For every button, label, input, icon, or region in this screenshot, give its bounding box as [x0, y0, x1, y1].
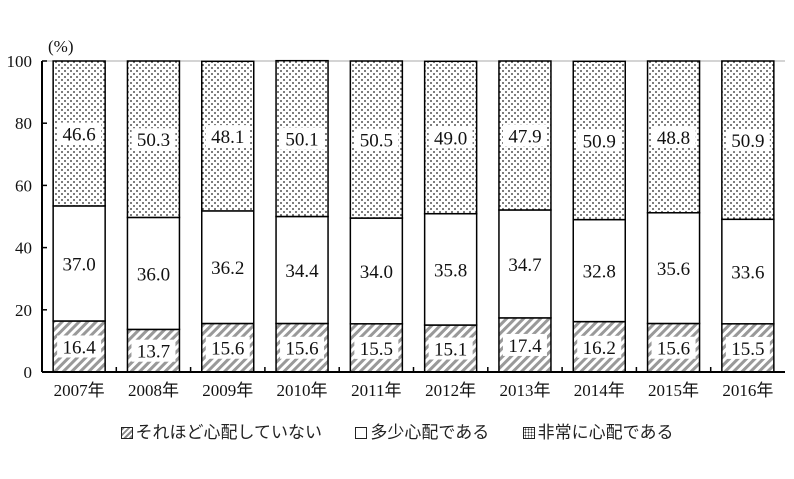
data-label: 48.8	[657, 128, 690, 149]
data-label-bg	[428, 126, 473, 149]
legend: それほど心配していない 多少心配である 非常に心配である	[0, 418, 794, 443]
data-label: 35.8	[434, 260, 467, 281]
data-label: 47.9	[508, 126, 541, 147]
x-tick-label: 2012年	[425, 381, 476, 400]
data-label-bg	[280, 258, 325, 281]
y-tick-label: 60	[15, 176, 32, 195]
data-label-bg	[577, 129, 622, 152]
data-label: 16.4	[63, 337, 97, 358]
data-label-bg	[725, 129, 770, 152]
data-label-bg	[502, 333, 547, 356]
data-label: 15.5	[360, 339, 393, 360]
y-axis-unit-label: (%)	[48, 37, 73, 56]
data-label: 15.6	[657, 339, 690, 360]
hatch-swatch-icon	[120, 427, 133, 439]
data-label: 15.5	[731, 339, 764, 360]
data-label-bg	[651, 336, 696, 359]
data-label-bg	[354, 336, 399, 359]
data-label-bg	[577, 335, 622, 358]
data-label-bg	[131, 339, 176, 362]
legend-item-somewhat-worried: 多少心配である	[355, 423, 489, 443]
data-label: 17.4	[508, 336, 542, 357]
white-swatch-icon	[355, 427, 368, 439]
data-label: 37.0	[63, 254, 96, 275]
data-label-bg	[428, 337, 473, 360]
data-label-bg	[577, 259, 622, 282]
data-label-bg	[205, 256, 250, 279]
data-label-bg	[725, 260, 770, 283]
data-label-bg	[502, 252, 547, 275]
data-label: 32.8	[583, 262, 616, 283]
data-label: 50.9	[731, 131, 764, 152]
x-tick-label: 2014年	[574, 381, 625, 400]
data-label: 50.9	[583, 131, 616, 152]
data-label-bg	[131, 128, 176, 151]
data-label-bg	[280, 127, 325, 150]
data-label: 49.0	[434, 129, 467, 150]
data-label: 34.7	[508, 255, 541, 276]
x-tick-label: 2008年	[128, 381, 179, 400]
y-tick-label: 100	[7, 52, 33, 71]
data-label-bg	[354, 259, 399, 282]
data-label: 46.6	[63, 124, 96, 145]
x-tick-label: 2016年	[722, 381, 773, 400]
x-tick-label: 2010年	[277, 381, 328, 400]
y-tick-label: 20	[15, 301, 32, 320]
data-label-bg	[57, 252, 102, 275]
data-label: 15.6	[211, 339, 244, 360]
data-label: 50.1	[285, 130, 318, 151]
legend-item-not-worried: それほど心配していない	[120, 423, 322, 443]
x-tick-label: 2013年	[499, 381, 550, 400]
data-label: 33.6	[731, 263, 764, 284]
data-label: 16.2	[583, 338, 616, 359]
y-tick-label: 40	[15, 239, 32, 258]
x-tick-label: 2009年	[202, 381, 253, 400]
x-tick-label: 2007年	[54, 381, 105, 400]
data-label-bg	[205, 336, 250, 359]
y-tick-label: 80	[15, 114, 32, 133]
data-label: 36.2	[211, 258, 244, 279]
legend-item-very-worried: 非常に心配である	[522, 423, 674, 443]
x-tick-label: 2011年	[351, 381, 401, 400]
stacked-bar-chart: (%) 0 20 40 60 80 100 16.4 37.0 46.6 2007年 13.7 36.0…	[7, 37, 785, 400]
data-label-bg	[354, 128, 399, 151]
data-label-bg	[205, 125, 250, 148]
data-label-bg	[651, 257, 696, 280]
data-label: 50.5	[360, 131, 393, 152]
dots-swatch-icon	[522, 427, 535, 439]
data-label-bg	[502, 124, 547, 147]
data-label: 35.6	[657, 259, 690, 280]
y-tick-label: 0	[24, 363, 33, 382]
data-label-bg	[651, 125, 696, 148]
x-tick-label: 2015年	[648, 381, 699, 400]
data-label: 34.0	[360, 262, 393, 283]
data-label: 36.0	[137, 264, 170, 285]
data-label: 15.1	[434, 340, 467, 361]
data-label-bg	[428, 258, 473, 281]
data-label-bg	[57, 122, 102, 145]
data-label-bg	[131, 262, 176, 285]
data-label: 50.3	[137, 130, 170, 151]
data-label: 34.4	[285, 261, 319, 282]
data-label-bg	[57, 335, 102, 358]
data-label: 13.7	[137, 342, 170, 363]
data-label-bg	[725, 336, 770, 359]
data-label-bg	[280, 336, 325, 359]
data-label: 15.6	[285, 339, 318, 360]
data-label: 48.1	[211, 127, 244, 148]
